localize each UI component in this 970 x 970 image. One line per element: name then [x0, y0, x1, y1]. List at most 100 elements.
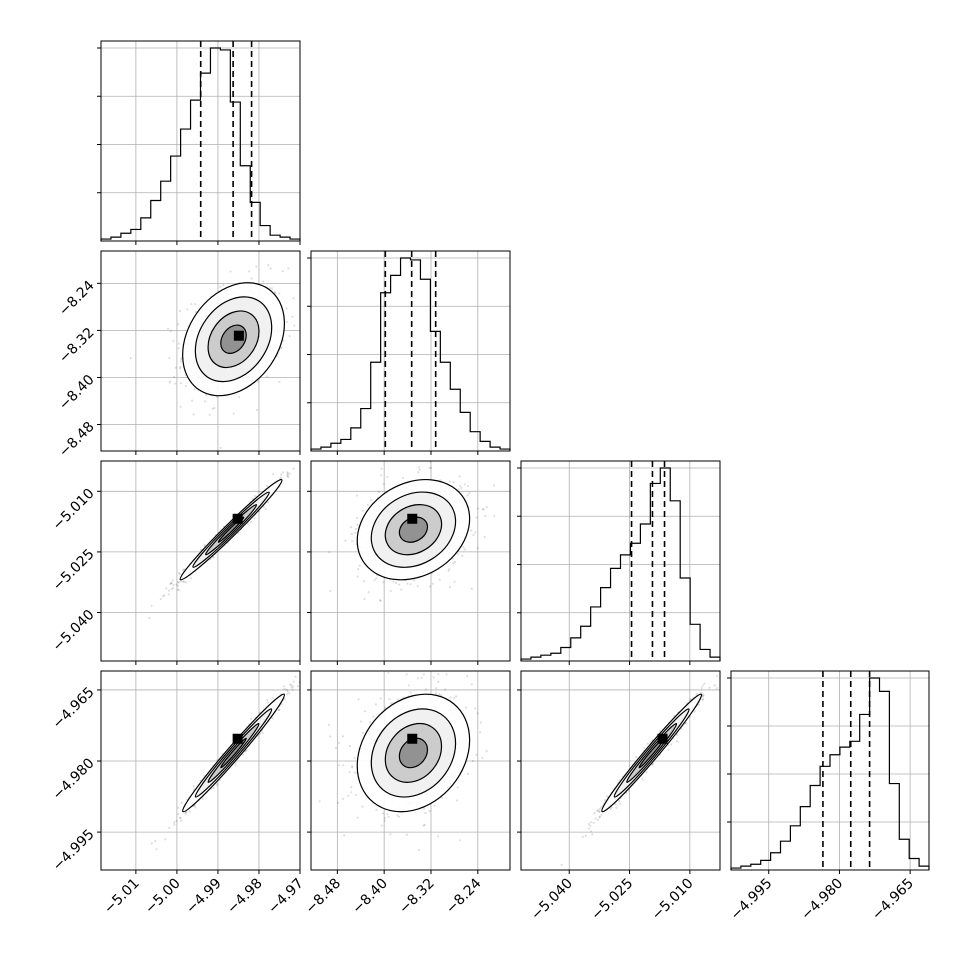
- scatter-point: [288, 692, 291, 695]
- scatter-point: [310, 663, 312, 665]
- scatter-point: [452, 562, 455, 565]
- scatter-point: [670, 743, 673, 746]
- scatter-point: [433, 804, 436, 807]
- scatter-point: [168, 381, 171, 384]
- scatter-point: [343, 834, 346, 837]
- scatter-point: [184, 385, 187, 388]
- scatter-point: [303, 669, 305, 671]
- scatter-point: [262, 280, 265, 283]
- scatter-point: [389, 589, 392, 593]
- scatter-point: [208, 413, 211, 416]
- scatter-point: [201, 797, 204, 800]
- scatter-point: [438, 578, 441, 581]
- scatter-point: [350, 765, 354, 768]
- scatter-point: [173, 823, 176, 826]
- scatter-point: [493, 514, 496, 518]
- scatter-point: [434, 692, 438, 695]
- scatter-point: [366, 503, 369, 506]
- scatter-point: [676, 740, 679, 743]
- scatter-point: [354, 793, 357, 797]
- scatter-point: [148, 617, 151, 620]
- scatter-point: [429, 585, 432, 588]
- scatter-point: [253, 517, 256, 520]
- scatter-point: [697, 703, 701, 706]
- scatter-point: [476, 547, 479, 550]
- scatter-point: [600, 813, 603, 816]
- scatter-point: [713, 684, 716, 687]
- scatter-point: [357, 698, 360, 701]
- scatter-point: [173, 821, 176, 824]
- scatter-point: [466, 494, 469, 497]
- scatter-point: [693, 710, 696, 713]
- density-peak: [232, 733, 243, 744]
- scatter-point: [255, 265, 258, 268]
- scatter-point: [215, 784, 218, 787]
- scatter-point: [279, 473, 283, 476]
- scatter-point: [379, 599, 382, 602]
- scatter-point: [351, 766, 354, 769]
- scatter-point: [701, 695, 704, 698]
- scatter-point: [270, 287, 273, 290]
- scatter-point: [386, 475, 389, 478]
- scatter-point: [584, 834, 587, 838]
- scatter-point: [457, 488, 460, 491]
- scatter-point: [342, 797, 345, 800]
- scatter-point: [286, 471, 289, 474]
- scatter-point: [350, 532, 353, 536]
- scatter-point: [179, 573, 182, 576]
- scatter-point: [360, 720, 363, 723]
- y-tick-label: −8.32: [56, 325, 98, 367]
- scatter-point: [635, 756, 638, 759]
- scatter-point: [176, 584, 180, 587]
- scatter-point: [155, 848, 158, 851]
- scatter-point: [283, 697, 286, 701]
- scatter-point: [278, 708, 281, 712]
- scatter-point: [177, 323, 180, 326]
- scatter-point: [667, 748, 670, 751]
- scatter-point: [591, 833, 594, 836]
- scatter-point: [432, 676, 435, 679]
- scatter-point: [596, 809, 600, 812]
- scatter-point: [297, 685, 300, 688]
- scatter-point: [417, 466, 420, 469]
- scatter-point: [423, 664, 425, 666]
- scatter-point: [266, 501, 269, 504]
- scatter-point: [180, 358, 183, 361]
- scatter-point: [405, 673, 408, 676]
- scatter-point: [191, 399, 194, 402]
- scatter-point: [394, 581, 398, 585]
- y-tick-label: −4.995: [50, 826, 98, 874]
- scatter-point: [255, 408, 258, 411]
- scatter-point: [389, 833, 392, 836]
- scatter-point: [286, 474, 289, 478]
- scatter-point: [291, 688, 294, 691]
- scatter-point: [454, 561, 457, 564]
- scatter-point: [416, 585, 419, 588]
- scatter-point: [169, 582, 172, 586]
- scatter-point: [222, 284, 225, 287]
- scatter-point: [269, 267, 272, 270]
- scatter-point: [641, 778, 644, 781]
- contour-level: [398, 737, 429, 769]
- scatter-point: [453, 696, 456, 700]
- scatter-point: [472, 534, 475, 537]
- scatter-point: [203, 543, 206, 547]
- scatter-point: [701, 698, 704, 701]
- scatter-point: [369, 499, 373, 502]
- scatter-point: [167, 593, 170, 596]
- scatter-point: [185, 581, 188, 584]
- scatter-point: [318, 800, 321, 803]
- scatter-point: [348, 745, 352, 748]
- scatter-point: [375, 808, 378, 812]
- y-tick-label: −4.980: [50, 755, 98, 803]
- scatter-point: [292, 467, 295, 470]
- scatter-point: [194, 310, 197, 314]
- scatter-point: [627, 789, 630, 792]
- scatter-point: [290, 684, 293, 687]
- scatter-point: [380, 467, 383, 470]
- scatter-point: [288, 335, 291, 338]
- scatter-point: [350, 785, 353, 789]
- axes-frame: [520, 460, 721, 662]
- density-peak: [233, 330, 244, 341]
- scatter-point: [460, 487, 463, 490]
